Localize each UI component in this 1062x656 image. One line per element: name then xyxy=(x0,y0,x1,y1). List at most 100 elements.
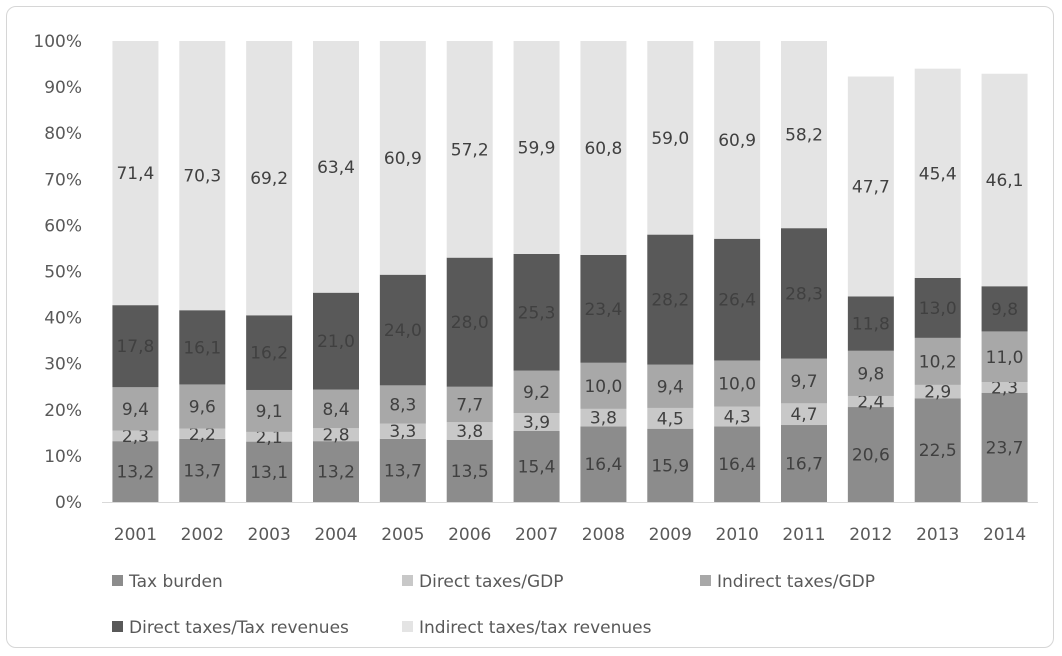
data-label: 4,3 xyxy=(724,407,751,427)
bar-segment xyxy=(179,428,226,439)
data-label: 10,2 xyxy=(919,352,957,372)
x-tick-label: 2004 xyxy=(314,525,357,545)
data-label: 16,4 xyxy=(718,455,756,475)
x-tick-label: 2011 xyxy=(782,525,825,545)
bar-segment xyxy=(446,439,493,502)
bar-segment xyxy=(246,315,293,390)
bar-segment xyxy=(112,430,159,442)
data-label: 15,9 xyxy=(651,456,689,476)
y-tick-label: 10% xyxy=(44,447,82,467)
legend-label: Tax burden xyxy=(128,572,223,592)
legend-swatch xyxy=(700,575,711,586)
data-label: 60,9 xyxy=(384,149,422,169)
x-tick-label: 2012 xyxy=(849,525,892,545)
bar-segment xyxy=(513,413,560,432)
bar-segment xyxy=(446,386,493,423)
legend-label: Direct taxes/Tax revenues xyxy=(129,618,349,638)
data-label: 13,5 xyxy=(451,462,489,482)
data-label: 71,4 xyxy=(116,164,154,184)
data-label: 2,9 xyxy=(924,383,951,403)
bar-segment xyxy=(513,431,560,502)
bar-segment xyxy=(981,382,1028,393)
legend-swatch xyxy=(402,621,413,632)
x-tick-label: 2003 xyxy=(248,525,291,545)
bar-segment xyxy=(981,331,1028,383)
bar-segment xyxy=(647,407,694,429)
x-tick-label: 2002 xyxy=(181,525,224,545)
data-label: 9,6 xyxy=(189,398,216,418)
bar-segment xyxy=(379,423,426,439)
data-label: 13,2 xyxy=(317,463,355,483)
bar-segment xyxy=(513,370,560,414)
bar-segment xyxy=(714,360,761,407)
data-label: 46,1 xyxy=(986,171,1024,191)
data-label: 3,3 xyxy=(389,422,416,442)
bar-segment xyxy=(781,425,827,502)
x-tick-label: 2006 xyxy=(448,525,491,545)
data-label: 11,8 xyxy=(852,315,890,335)
y-tick-label: 60% xyxy=(44,216,82,236)
bar-segment xyxy=(112,387,159,431)
data-label: 69,2 xyxy=(250,169,288,189)
y-tick-label: 30% xyxy=(44,355,82,375)
data-label: 24,0 xyxy=(384,321,422,341)
bar-segment xyxy=(313,389,359,429)
bar-segment xyxy=(246,41,293,316)
x-tick-label: 2005 xyxy=(381,525,424,545)
data-label: 3,8 xyxy=(590,409,617,429)
data-label: 16,4 xyxy=(584,455,622,475)
data-label: 8,4 xyxy=(322,400,349,420)
data-label: 59,9 xyxy=(518,138,556,158)
legend-swatch xyxy=(112,575,123,586)
data-label: 13,7 xyxy=(384,461,422,481)
bar-segment xyxy=(580,41,627,255)
data-label: 15,4 xyxy=(518,458,556,478)
data-label: 9,1 xyxy=(256,402,283,422)
x-tick-label: 2009 xyxy=(649,525,692,545)
bar-segment xyxy=(981,73,1028,287)
bar-segment xyxy=(914,277,961,338)
data-label: 23,4 xyxy=(584,300,622,320)
bar-segment xyxy=(446,422,493,440)
data-label: 13,2 xyxy=(116,463,154,483)
data-label: 16,2 xyxy=(250,344,288,364)
data-label: 16,1 xyxy=(183,338,221,358)
bar-segment xyxy=(647,428,694,502)
y-tick-label: 100% xyxy=(33,32,82,52)
legend-label: Direct taxes/GDP xyxy=(419,572,563,592)
data-label: 13,1 xyxy=(250,463,288,483)
bar-segment xyxy=(580,254,627,363)
data-label: 9,4 xyxy=(657,377,684,397)
bar-segment xyxy=(313,441,359,502)
data-label: 3,9 xyxy=(523,413,550,433)
bar-segment xyxy=(781,41,827,229)
bar-segment xyxy=(179,310,226,385)
y-tick-label: 40% xyxy=(44,309,82,329)
bar-segment xyxy=(513,253,560,371)
data-label: 13,7 xyxy=(183,461,221,481)
data-label: 16,7 xyxy=(785,455,823,475)
bar-segment xyxy=(112,41,159,306)
bar-segment xyxy=(714,238,761,361)
y-tick-label: 80% xyxy=(44,124,82,144)
data-label: 57,2 xyxy=(451,140,489,160)
x-tick-label: 2001 xyxy=(114,525,157,545)
data-label: 60,8 xyxy=(584,139,622,159)
data-label: 10,0 xyxy=(718,375,756,395)
bar-segment xyxy=(246,389,293,432)
x-tick-label: 2008 xyxy=(582,525,625,545)
y-tick-label: 90% xyxy=(44,78,82,98)
y-tick-label: 70% xyxy=(44,170,82,190)
data-label: 10,0 xyxy=(584,377,622,397)
legend-label: Indirect taxes/tax revenues xyxy=(419,618,652,638)
bar-segment xyxy=(781,403,827,426)
legend-swatch xyxy=(402,575,413,586)
y-tick-label: 0% xyxy=(55,493,82,513)
data-label: 13,0 xyxy=(919,299,957,319)
data-label: 9,4 xyxy=(122,400,149,420)
bar-segment xyxy=(379,41,426,275)
bar-segment xyxy=(446,257,493,387)
bar-segment xyxy=(112,441,159,502)
bar-segment xyxy=(179,41,226,311)
